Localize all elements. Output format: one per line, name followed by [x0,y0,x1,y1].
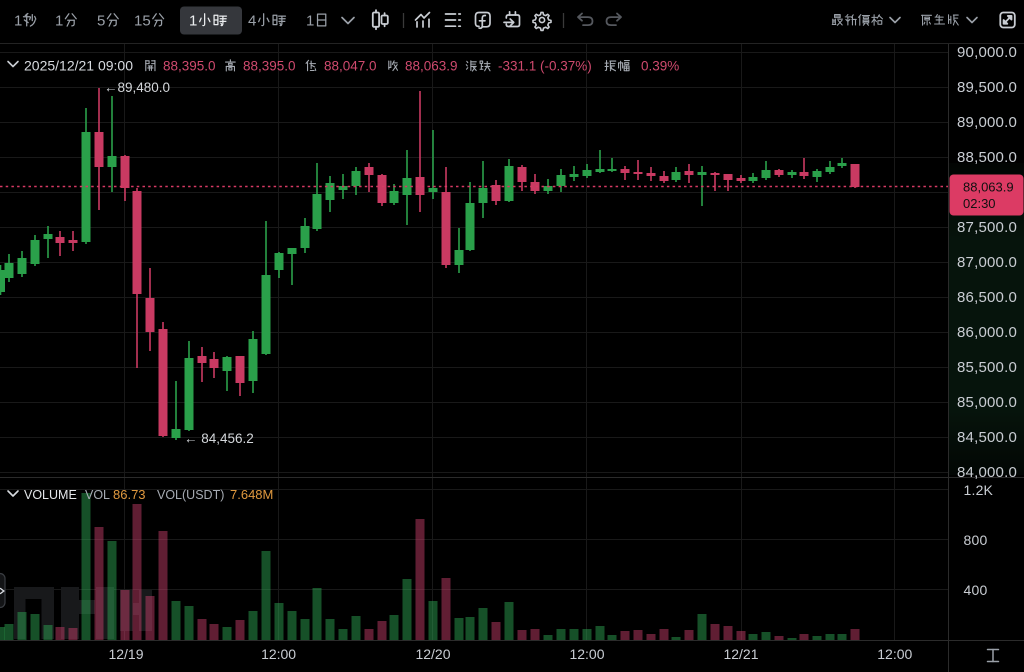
svg-text:87,000.0: 87,000.0 [957,254,1017,271]
svg-text:88,395.0: 88,395.0 [243,59,296,74]
svg-text:15: 15 [134,13,151,30]
svg-text:84,000.0: 84,000.0 [957,464,1017,481]
svg-text:1: 1 [306,13,314,30]
svg-text:7.648M: 7.648M [230,487,273,502]
svg-text:VOL(USDT): VOL(USDT) [157,488,224,502]
svg-text:86,500.0: 86,500.0 [957,289,1017,306]
svg-text:88,063.9: 88,063.9 [963,180,1014,195]
svg-text:90,000.0: 90,000.0 [957,44,1017,61]
svg-text:12:00: 12:00 [877,646,912,662]
svg-text:84,500.0: 84,500.0 [957,429,1017,446]
svg-text:89,000.0: 89,000.0 [957,114,1017,131]
svg-text:← 84,456.2: ← 84,456.2 [184,431,254,446]
svg-text:12:00: 12:00 [261,646,296,662]
svg-text:-331.1 (-0.37%): -331.1 (-0.37%) [498,59,592,74]
svg-text:86.73: 86.73 [113,487,146,502]
svg-text:87,500.0: 87,500.0 [957,219,1017,236]
svg-text:89,500.0: 89,500.0 [957,79,1017,96]
svg-text:←89,480.0: ←89,480.0 [104,80,170,95]
svg-text:12/19: 12/19 [108,646,143,662]
svg-text:800: 800 [964,532,988,548]
svg-text:VOLUME: VOLUME [24,488,77,502]
svg-text:88,500.0: 88,500.0 [957,149,1017,166]
svg-text:86,000.0: 86,000.0 [957,324,1017,341]
svg-text:VOL: VOL [85,488,110,502]
svg-text:12:00: 12:00 [569,646,604,662]
svg-text:0.39%: 0.39% [641,59,679,74]
svg-text:1: 1 [14,13,22,30]
svg-text:400: 400 [964,582,988,598]
svg-text:1: 1 [55,13,63,30]
svg-text:2025/12/21 09:00: 2025/12/21 09:00 [24,58,133,74]
svg-text:88,395.0: 88,395.0 [163,59,216,74]
svg-text:02:30: 02:30 [963,196,996,211]
svg-text:12/20: 12/20 [415,646,450,662]
svg-text:1: 1 [189,13,197,30]
svg-text:12/21: 12/21 [723,646,758,662]
svg-text:88,047.0: 88,047.0 [324,59,377,74]
svg-text:4: 4 [248,13,256,30]
svg-text:85,000.0: 85,000.0 [957,394,1017,411]
svg-text:88,063.9: 88,063.9 [405,59,458,74]
svg-text:5: 5 [97,13,105,30]
svg-text:1.2K: 1.2K [964,482,994,498]
svg-text:85,500.0: 85,500.0 [957,359,1017,376]
